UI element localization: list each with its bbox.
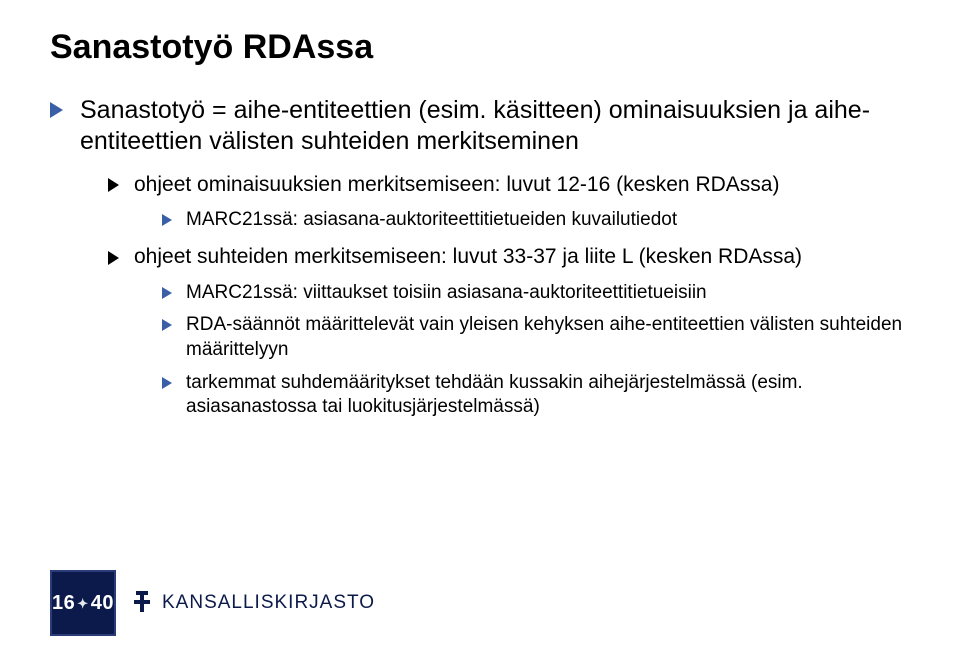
- list-item: MARC21ssä: asiasana-auktoriteettitietuei…: [162, 208, 910, 233]
- logo-ornament-icon: ✦: [77, 596, 88, 612]
- logo-year-right: 40: [91, 592, 114, 615]
- bullet-list-lv2: ohjeet ominaisuuksien merkitsemiseen: lu…: [80, 172, 910, 421]
- bullet-text: ohjeet ominaisuuksien merkitsemiseen: lu…: [134, 173, 779, 196]
- bullet-arrow-icon: [108, 178, 119, 192]
- list-item: ohjeet suhteiden merkitsemiseen: luvut 3…: [108, 244, 910, 420]
- bullet-list-lv1: Sanastotyö = aihe-entiteettien (esim. kä…: [50, 95, 910, 420]
- bullet-arrow-icon: [50, 102, 63, 118]
- footer: 16 ✦ 40 KANSALLISKIRJASTO: [50, 570, 375, 636]
- bullet-text: tarkemmat suhdemääritykset tehdään kussa…: [186, 372, 803, 418]
- bullet-arrow-icon: [162, 319, 172, 331]
- logo: 16 ✦ 40: [50, 570, 116, 636]
- logo-year: 16 ✦ 40: [52, 592, 114, 615]
- list-item: tarkemmat suhdemääritykset tehdään kussa…: [162, 371, 910, 420]
- brand-mark-icon: [132, 591, 152, 615]
- list-item: ohjeet ominaisuuksien merkitsemiseen: lu…: [108, 172, 910, 233]
- list-item: Sanastotyö = aihe-entiteettien (esim. kä…: [50, 95, 910, 420]
- list-item: RDA-säännöt määrittelevät vain yleisen k…: [162, 313, 910, 362]
- bullet-list-lv3: MARC21ssä: viittaukset toisiin asiasana-…: [134, 281, 910, 420]
- bullet-arrow-icon: [108, 251, 119, 265]
- bullet-text: ohjeet suhteiden merkitsemiseen: luvut 3…: [134, 245, 802, 268]
- bullet-arrow-icon: [162, 287, 172, 299]
- bullet-list-lv3: MARC21ssä: asiasana-auktoriteettitietuei…: [134, 208, 910, 233]
- bullet-text: RDA-säännöt määrittelevät vain yleisen k…: [186, 314, 902, 360]
- brand-text: KANSALLISKIRJASTO: [162, 592, 375, 614]
- list-item: MARC21ssä: viittaukset toisiin asiasana-…: [162, 281, 910, 306]
- bullet-arrow-icon: [162, 377, 172, 389]
- brand: KANSALLISKIRJASTO: [132, 591, 375, 615]
- logo-year-left: 16: [52, 592, 75, 615]
- page-title: Sanastotyö RDAssa: [50, 28, 910, 67]
- bullet-arrow-icon: [162, 214, 172, 226]
- bullet-text: Sanastotyö = aihe-entiteettien (esim. kä…: [80, 96, 870, 155]
- bullet-text: MARC21ssä: asiasana-auktoriteettitietuei…: [186, 209, 677, 230]
- slide: Sanastotyö RDAssa Sanastotyö = aihe-enti…: [0, 0, 960, 648]
- bullet-text: MARC21ssä: viittaukset toisiin asiasana-…: [186, 282, 707, 303]
